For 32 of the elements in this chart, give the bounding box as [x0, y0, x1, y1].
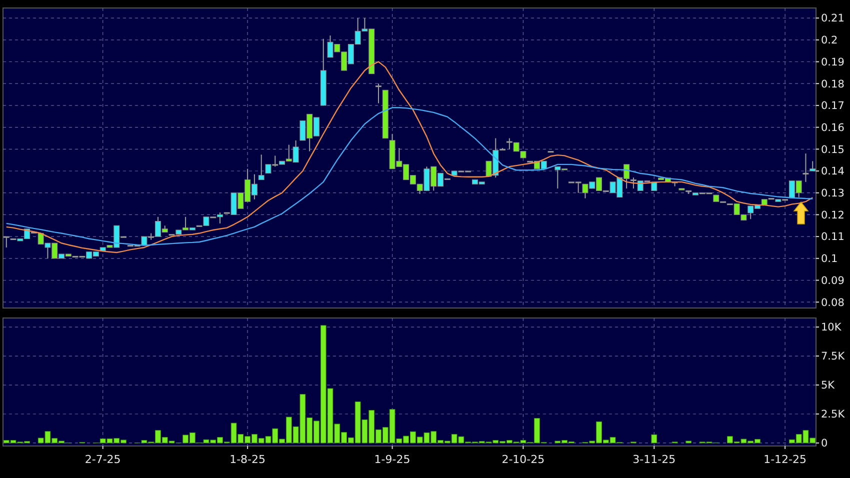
y-tick-label: 7.5K: [821, 350, 846, 363]
candlestick: [376, 83, 382, 104]
y-tick-label: 0.19: [821, 56, 844, 68]
x-tick-label: 1-8-25: [230, 453, 266, 466]
line-series: [6, 107, 814, 246]
y-tick-label: 0.12: [821, 209, 844, 222]
line-series: [6, 61, 814, 254]
y-tick-label: 0.15: [821, 144, 844, 156]
x-tick-label: 2-10-25: [502, 453, 545, 466]
y-tick-label: 0.1: [821, 253, 838, 266]
candlestick: [3, 236, 10, 248]
y-tick-label: 0.14: [821, 166, 845, 178]
x-tick-label: 2-7-25: [84, 453, 121, 466]
x-tick-label: 1-9-25: [374, 453, 410, 466]
x-tick-label: 3-11-25: [632, 453, 676, 466]
y-tick-label: 0.09: [821, 274, 844, 287]
y-tick-label: 0.16: [821, 122, 845, 134]
y-tick-label: 0.13: [821, 188, 844, 200]
x-tick-label: 1-12-25: [764, 453, 807, 466]
y-tick-label: 0: [821, 438, 828, 450]
candlestick: [258, 154, 264, 180]
y-tick-label: 0.11: [821, 231, 844, 244]
candlestick: [802, 153, 809, 182]
y-tick-label: 10K: [821, 322, 842, 334]
y-tick-label: 0.18: [821, 78, 844, 90]
y-tick-label: 5K: [821, 380, 836, 392]
y-tick-label: 0.21: [821, 12, 844, 25]
y-tick-label: 0.08: [821, 296, 844, 309]
y-tick-label: 0.17: [821, 100, 844, 112]
y-tick-label: 0.2: [821, 34, 838, 47]
bar: [651, 434, 658, 444]
y-tick-label: 2.5K: [821, 408, 846, 421]
